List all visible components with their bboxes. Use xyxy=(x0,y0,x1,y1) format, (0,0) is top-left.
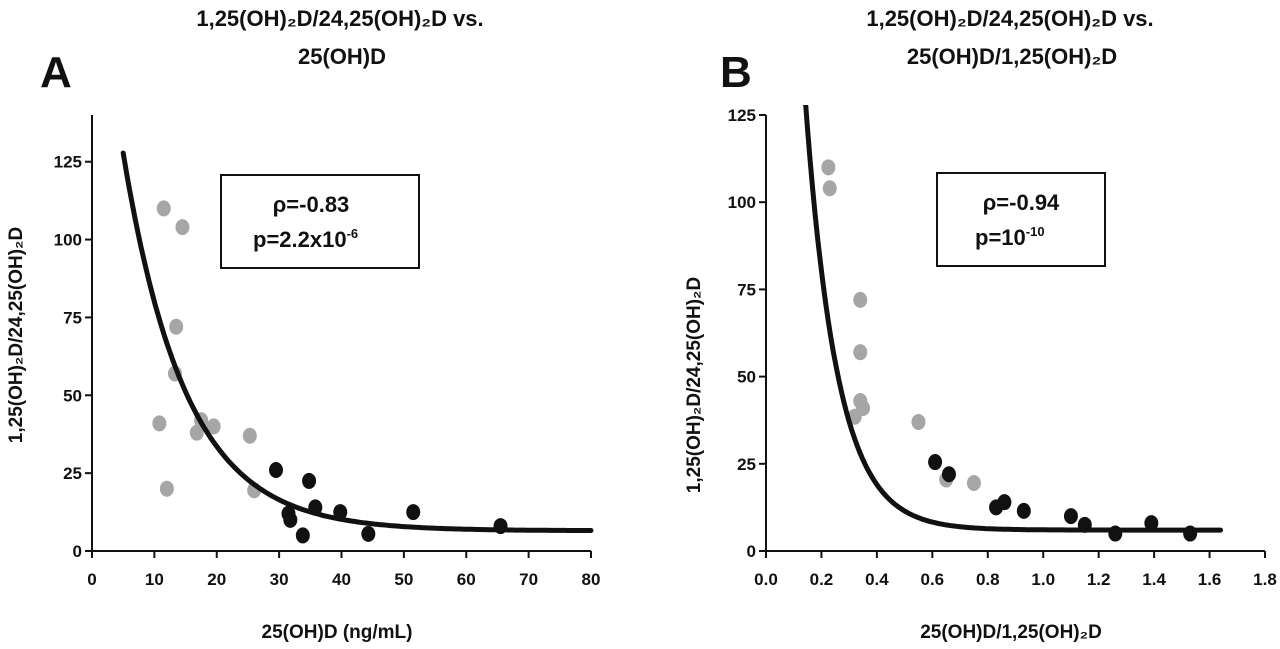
panel-a-point-gray xyxy=(189,424,204,441)
panel-b-y-tick-label: 50 xyxy=(737,368,756,387)
panel-b-point-black xyxy=(1144,515,1159,532)
panel-a-x-tick-label: 0 xyxy=(87,570,96,589)
panel-a-point-black xyxy=(295,527,310,544)
panel-b-x-tick-label: 0.0 xyxy=(754,570,778,589)
panel-b-y-tick-label: 100 xyxy=(728,193,756,212)
panel-b-rho: ρ=-0.94 xyxy=(983,190,1060,215)
panel-b-x-axis-label: 25(OH)D/1,25(OH)₂D xyxy=(920,622,1102,643)
panel-a-y-axis-label: 1,25(OH)₂D/24,25(OH)₂D xyxy=(6,227,27,443)
panel-b-letter: B xyxy=(720,48,752,97)
panel-b-p-base: p=10 xyxy=(975,225,1026,250)
panel-b-y-tick-label: 25 xyxy=(737,455,756,474)
panel-a-x-tick-label: 10 xyxy=(145,570,164,589)
panel-b-point-black xyxy=(941,466,956,483)
panel-b-title-line-2: 25(OH)D/1,25(OH)₂D xyxy=(907,44,1117,69)
panel-a-x-tick-label: 20 xyxy=(207,570,226,589)
panel-b: 1,25(OH)₂D/24,25(OH)₂D vs. 25(OH)D/1,25(… xyxy=(684,6,1277,643)
panel-a-x-tick-label: 70 xyxy=(519,570,538,589)
panel-a-y-tick-label: 50 xyxy=(63,386,82,405)
panel-a-y-tick-label: 25 xyxy=(63,464,82,483)
panel-b-x-tick-label: 1.8 xyxy=(1253,570,1277,589)
panel-a-point-black xyxy=(406,504,421,521)
panel-a-y-tick-label: 0 xyxy=(73,542,82,561)
panel-b-point-gray xyxy=(853,291,868,308)
panel-a-plot-area: 0 10 20 30 40 50 60 70 80 0 25 50 75 100 125 xyxy=(54,115,601,589)
panel-b-x-tick-label: 1.6 xyxy=(1198,570,1222,589)
panel-b-fit-curve xyxy=(803,105,1224,533)
panel-a-point-gray xyxy=(156,200,171,217)
panel-a-stats-box xyxy=(220,174,420,269)
panel-a-point-black xyxy=(361,525,376,542)
panel-b-title-line-1: 1,25(OH)₂D/24,25(OH)₂D vs. xyxy=(866,6,1153,31)
panel-b-x-tick-label: 1.4 xyxy=(1142,570,1166,589)
panel-a-x-tick-label: 60 xyxy=(457,570,476,589)
panel-b-point-gray xyxy=(853,344,868,361)
panel-a-x-axis-label: 25(OH)D (ng/mL) xyxy=(262,622,413,643)
panel-b-point-gray xyxy=(911,413,926,430)
panel-b-point-gray xyxy=(966,474,981,491)
panel-b-p-exponent: -10 xyxy=(1026,224,1045,239)
panel-b-plot-area: 0.0 0.2 0.4 0.6 0.8 1.0 1.2 1.4 1.6 1.8 0 25 50 75 100… xyxy=(728,105,1277,589)
panel-a-y-tick-label: 75 xyxy=(63,308,82,327)
panel-b-y-tick-label: 75 xyxy=(737,280,756,299)
panel-b-x-tick-label: 1.0 xyxy=(1031,570,1055,589)
panel-b-x-tick-label: 0.2 xyxy=(810,570,834,589)
panel-a-x-tick-label: 50 xyxy=(394,570,413,589)
panel-b-y-tick-label: 125 xyxy=(728,106,756,125)
panel-a-y-tick-label: 100 xyxy=(54,231,82,250)
panel-b-point-black xyxy=(1063,508,1078,525)
panel-a-x-tick-label: 80 xyxy=(582,570,601,589)
panel-a-y-tick-label: 125 xyxy=(54,153,82,172)
panel-b-x-tick-label: 0.4 xyxy=(865,570,889,589)
panel-b-y-axis-label: 1,25(OH)₂D/24,25(OH)₂D xyxy=(684,277,705,493)
panel-a-point-gray xyxy=(152,415,167,432)
panel-a-title-line-2: 25(OH)D xyxy=(298,44,386,69)
panel-a-point-gray xyxy=(159,480,174,497)
panel-a-fit-curve xyxy=(120,150,594,533)
panel-a: 1,25(OH)₂D/24,25(OH)₂D vs. 25(OH)D A ρ=-… xyxy=(6,6,600,643)
panel-a-p-exponent: -6 xyxy=(347,226,359,241)
panel-a-p-base: p=2.2x10 xyxy=(253,227,347,252)
panel-b-point-gray xyxy=(822,180,837,197)
panel-a-point-black xyxy=(269,462,284,479)
panel-b-point-black xyxy=(1016,502,1031,519)
panel-a-p-value: p=2.2x10-6 xyxy=(253,226,358,252)
panel-b-x-tick-label: 1.2 xyxy=(1087,570,1111,589)
panel-b-point-gray xyxy=(821,159,836,176)
panel-a-x-tick-label: 40 xyxy=(332,570,351,589)
panel-b-p-value: p=10-10 xyxy=(975,224,1045,250)
panel-a-point-gray xyxy=(175,219,190,236)
panel-a-title-line-1: 1,25(OH)₂D/24,25(OH)₂D vs. xyxy=(196,6,483,31)
panel-a-point-gray xyxy=(206,418,221,435)
panel-b-x-tick-label: 0.6 xyxy=(921,570,945,589)
panel-a-point-gray xyxy=(242,427,257,444)
panel-b-point-black xyxy=(928,454,943,471)
panel-a-rho: ρ=-0.83 xyxy=(273,192,350,217)
panel-a-x-tick-label: 30 xyxy=(270,570,289,589)
panel-b-point-black xyxy=(997,494,1012,511)
panel-a-point-black xyxy=(302,472,317,489)
panel-a-point-gray xyxy=(169,318,184,335)
panel-b-y-tick-label: 0 xyxy=(747,542,756,561)
panel-b-stats-box xyxy=(936,172,1106,267)
panel-a-point-black xyxy=(283,511,298,528)
panel-b-x-tick-label: 0.8 xyxy=(976,570,1000,589)
panel-a-letter: A xyxy=(40,48,72,97)
